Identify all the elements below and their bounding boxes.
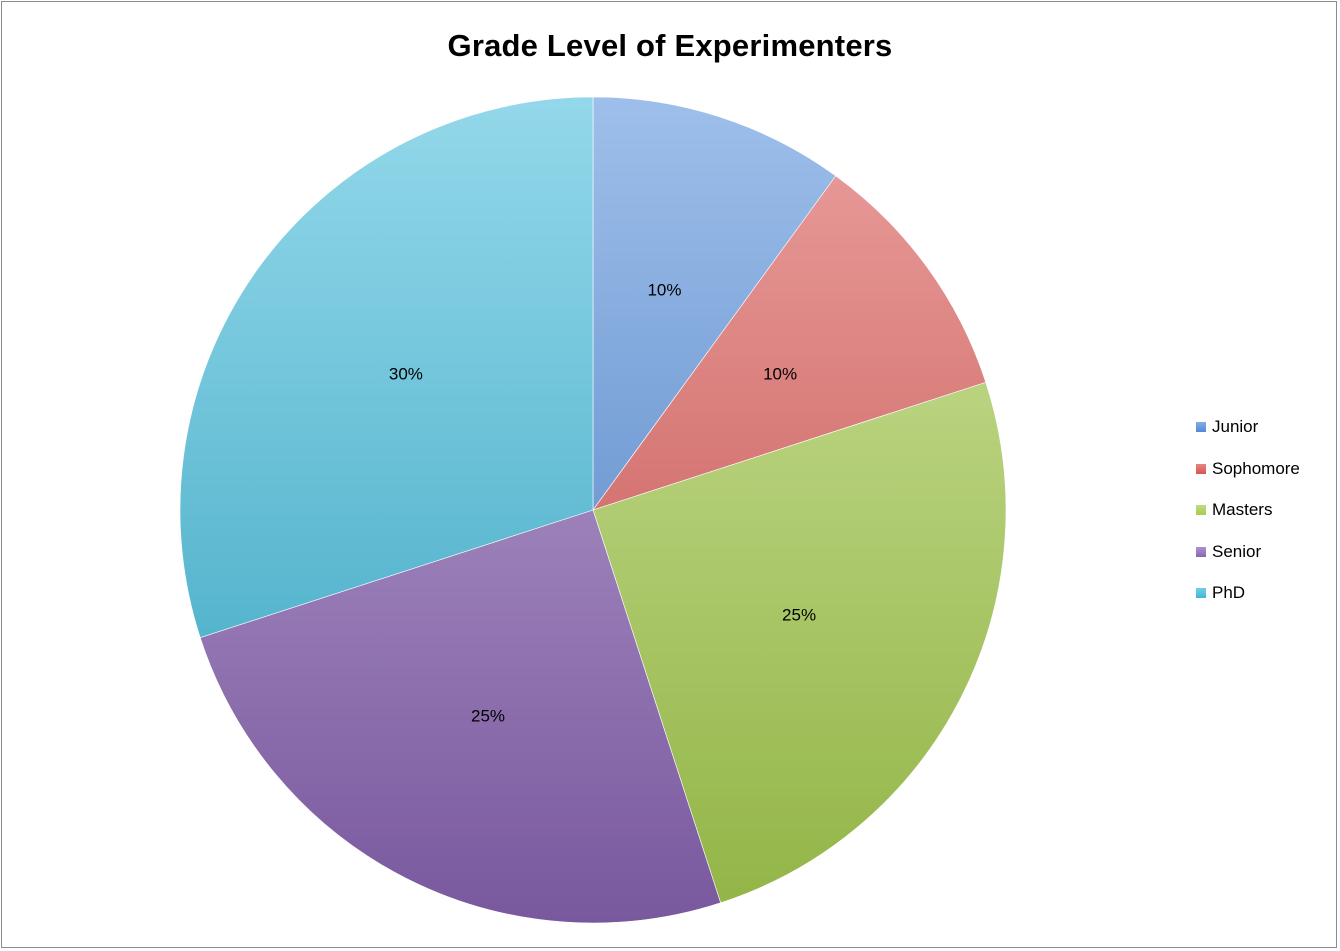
slice-label-phd: 30%: [389, 365, 423, 384]
legend-item-senior: Senior: [1196, 541, 1336, 583]
legend-label-senior: Senior: [1212, 541, 1262, 561]
legend-item-junior: Junior: [1196, 416, 1336, 458]
pie-slice-sophomore: [592, 175, 987, 511]
legend: Junior Sophomore Masters Senior PhD: [1196, 416, 1336, 624]
legend-label-junior: Junior: [1212, 417, 1259, 436]
chart-title: Grade Level of Experimenters: [447, 28, 893, 63]
legend-label-phd: PhD: [1212, 583, 1246, 603]
slice-label-junior: 10%: [647, 281, 681, 300]
slice-label-sophomore: 10%: [763, 365, 797, 384]
legend-swatch-masters: [1196, 505, 1206, 516]
legend-item-sophomore: Sophomore: [1196, 458, 1336, 500]
legend-swatch-sophomore: [1196, 463, 1206, 474]
legend-item-phd: PhD: [1196, 582, 1336, 624]
pie-slice-junior: [592, 96, 837, 511]
legend-label-sophomore: Sophomore: [1212, 458, 1300, 478]
legend-swatch-junior: [1196, 422, 1206, 432]
pie-slice-phd: [179, 96, 594, 639]
legend-swatch-senior: [1196, 546, 1206, 557]
slice-label-masters: 25%: [782, 605, 816, 624]
pie-slice-senior: [199, 509, 722, 924]
legend-label-masters: Masters: [1212, 500, 1273, 520]
slice-label-senior: 25%: [471, 707, 505, 726]
legend-swatch-phd: [1196, 588, 1206, 599]
pie-slice-masters: [592, 381, 1007, 904]
legend-item-masters: Masters: [1196, 499, 1336, 541]
